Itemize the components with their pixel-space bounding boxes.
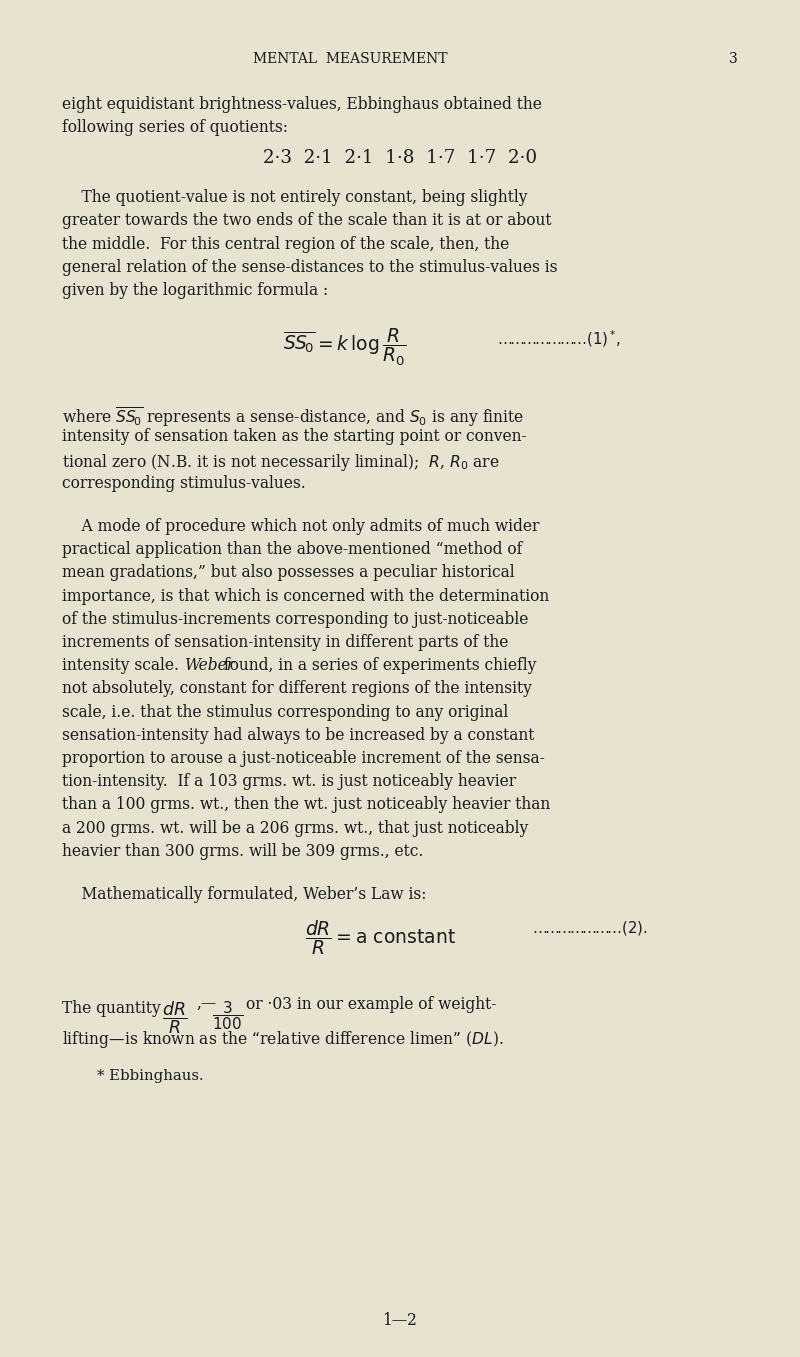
Text: tion-intensity.  If a 103 grms. wt. is just noticeably heavier: tion-intensity. If a 103 grms. wt. is ju… (62, 773, 516, 790)
Text: 3: 3 (730, 52, 738, 66)
Text: increments of sensation-intensity in different parts of the: increments of sensation-intensity in dif… (62, 634, 508, 651)
Text: where $\overline{SS_{\!0}}$ represents a sense-distance, and $S_0$ is any finite: where $\overline{SS_{\!0}}$ represents a… (62, 406, 524, 429)
Text: * Ebbinghaus.: * Ebbinghaus. (97, 1069, 204, 1083)
Text: $\ldots\!\ldots\!\ldots\!\ldots\!\ldots\!\ldots\!\ldots(2).$: $\ldots\!\ldots\!\ldots\!\ldots\!\ldots\… (532, 919, 648, 936)
Text: $\dfrac{dR}{R}$: $\dfrac{dR}{R}$ (162, 1000, 187, 1037)
Text: scale, i.e. that the stimulus corresponding to any original: scale, i.e. that the stimulus correspond… (62, 703, 508, 721)
Text: 1—2: 1—2 (382, 1312, 418, 1329)
Text: $\overline{SS_{\!0}} = k\,\log\dfrac{R}{R_0}$: $\overline{SS_{\!0}} = k\,\log\dfrac{R}{… (283, 327, 406, 368)
Text: greater towards the two ends of the scale than it is at or about: greater towards the two ends of the scal… (62, 213, 551, 229)
Text: importance, is that which is concerned with the determination: importance, is that which is concerned w… (62, 588, 550, 605)
Text: ,—: ,— (197, 996, 217, 1012)
Text: given by the logarithmic formula :: given by the logarithmic formula : (62, 282, 328, 299)
Text: following series of quotients:: following series of quotients: (62, 119, 288, 136)
Text: sensation-intensity had always to be increased by a constant: sensation-intensity had always to be inc… (62, 727, 534, 744)
Text: proportion to arouse a just-noticeable increment of the sensa-: proportion to arouse a just-noticeable i… (62, 750, 545, 767)
Text: A mode of procedure which not only admits of much wider: A mode of procedure which not only admit… (62, 518, 539, 535)
Text: Mathematically formulated, Weber’s Law is:: Mathematically formulated, Weber’s Law i… (62, 886, 426, 902)
Text: practical application than the above-mentioned “method of: practical application than the above-men… (62, 541, 522, 558)
Text: not absolutely, constant for different regions of the intensity: not absolutely, constant for different r… (62, 680, 532, 697)
Text: lifting—is known as the “relative difference limen” ($DL$).: lifting—is known as the “relative differ… (62, 1029, 504, 1050)
Text: Weber: Weber (185, 657, 234, 674)
Text: mean gradations,” but also possesses a peculiar historical: mean gradations,” but also possesses a p… (62, 565, 514, 581)
Text: MENTAL  MEASUREMENT: MENTAL MEASUREMENT (253, 52, 447, 66)
Text: general relation of the sense-distances to the stimulus-values is: general relation of the sense-distances … (62, 259, 558, 275)
Text: tional zero (N.B. it is not necessarily liminal);  $R$, $R_0$ are: tional zero (N.B. it is not necessarily … (62, 452, 499, 472)
Text: intensity of sensation taken as the starting point or conven-: intensity of sensation taken as the star… (62, 429, 526, 445)
Text: found, in a series of experiments chiefly: found, in a series of experiments chiefl… (219, 657, 537, 674)
Text: heavier than 300 grms. will be 309 grms., etc.: heavier than 300 grms. will be 309 grms.… (62, 843, 423, 860)
Text: $\dfrac{3}{100}$: $\dfrac{3}{100}$ (212, 999, 243, 1031)
Text: The quantity: The quantity (62, 1000, 161, 1016)
Text: 2·3  2·1  2·1  1·8  1·7  1·7  2·0: 2·3 2·1 2·1 1·8 1·7 1·7 2·0 (263, 149, 537, 167)
Text: The quotient-value is not entirely constant, being slightly: The quotient-value is not entirely const… (62, 189, 527, 206)
Text: a 200 grms. wt. will be a 206 grms. wt., that just noticeably: a 200 grms. wt. will be a 206 grms. wt.,… (62, 820, 528, 837)
Text: $\dfrac{dR}{R} = \mathrm{a\ constant}$: $\dfrac{dR}{R} = \mathrm{a\ constant}$ (305, 917, 455, 957)
Text: $\ldots\!\ldots\!\ldots\!\ldots\!\ldots\!\ldots\!\ldots(1)^*\!,$: $\ldots\!\ldots\!\ldots\!\ldots\!\ldots\… (497, 328, 621, 349)
Text: than a 100 grms. wt., then the wt. just noticeably heavier than: than a 100 grms. wt., then the wt. just … (62, 797, 550, 813)
Text: corresponding stimulus-values.: corresponding stimulus-values. (62, 475, 306, 491)
Text: eight equidistant brightness-values, Ebbinghaus obtained the: eight equidistant brightness-values, Ebb… (62, 96, 542, 113)
Text: of the stimulus-increments corresponding to just-noticeable: of the stimulus-increments corresponding… (62, 611, 528, 628)
Text: intensity scale.: intensity scale. (62, 657, 189, 674)
Text: the middle.  For this central region of the scale, then, the: the middle. For this central region of t… (62, 236, 510, 252)
Text: or ·03 in our example of weight-: or ·03 in our example of weight- (246, 996, 496, 1012)
